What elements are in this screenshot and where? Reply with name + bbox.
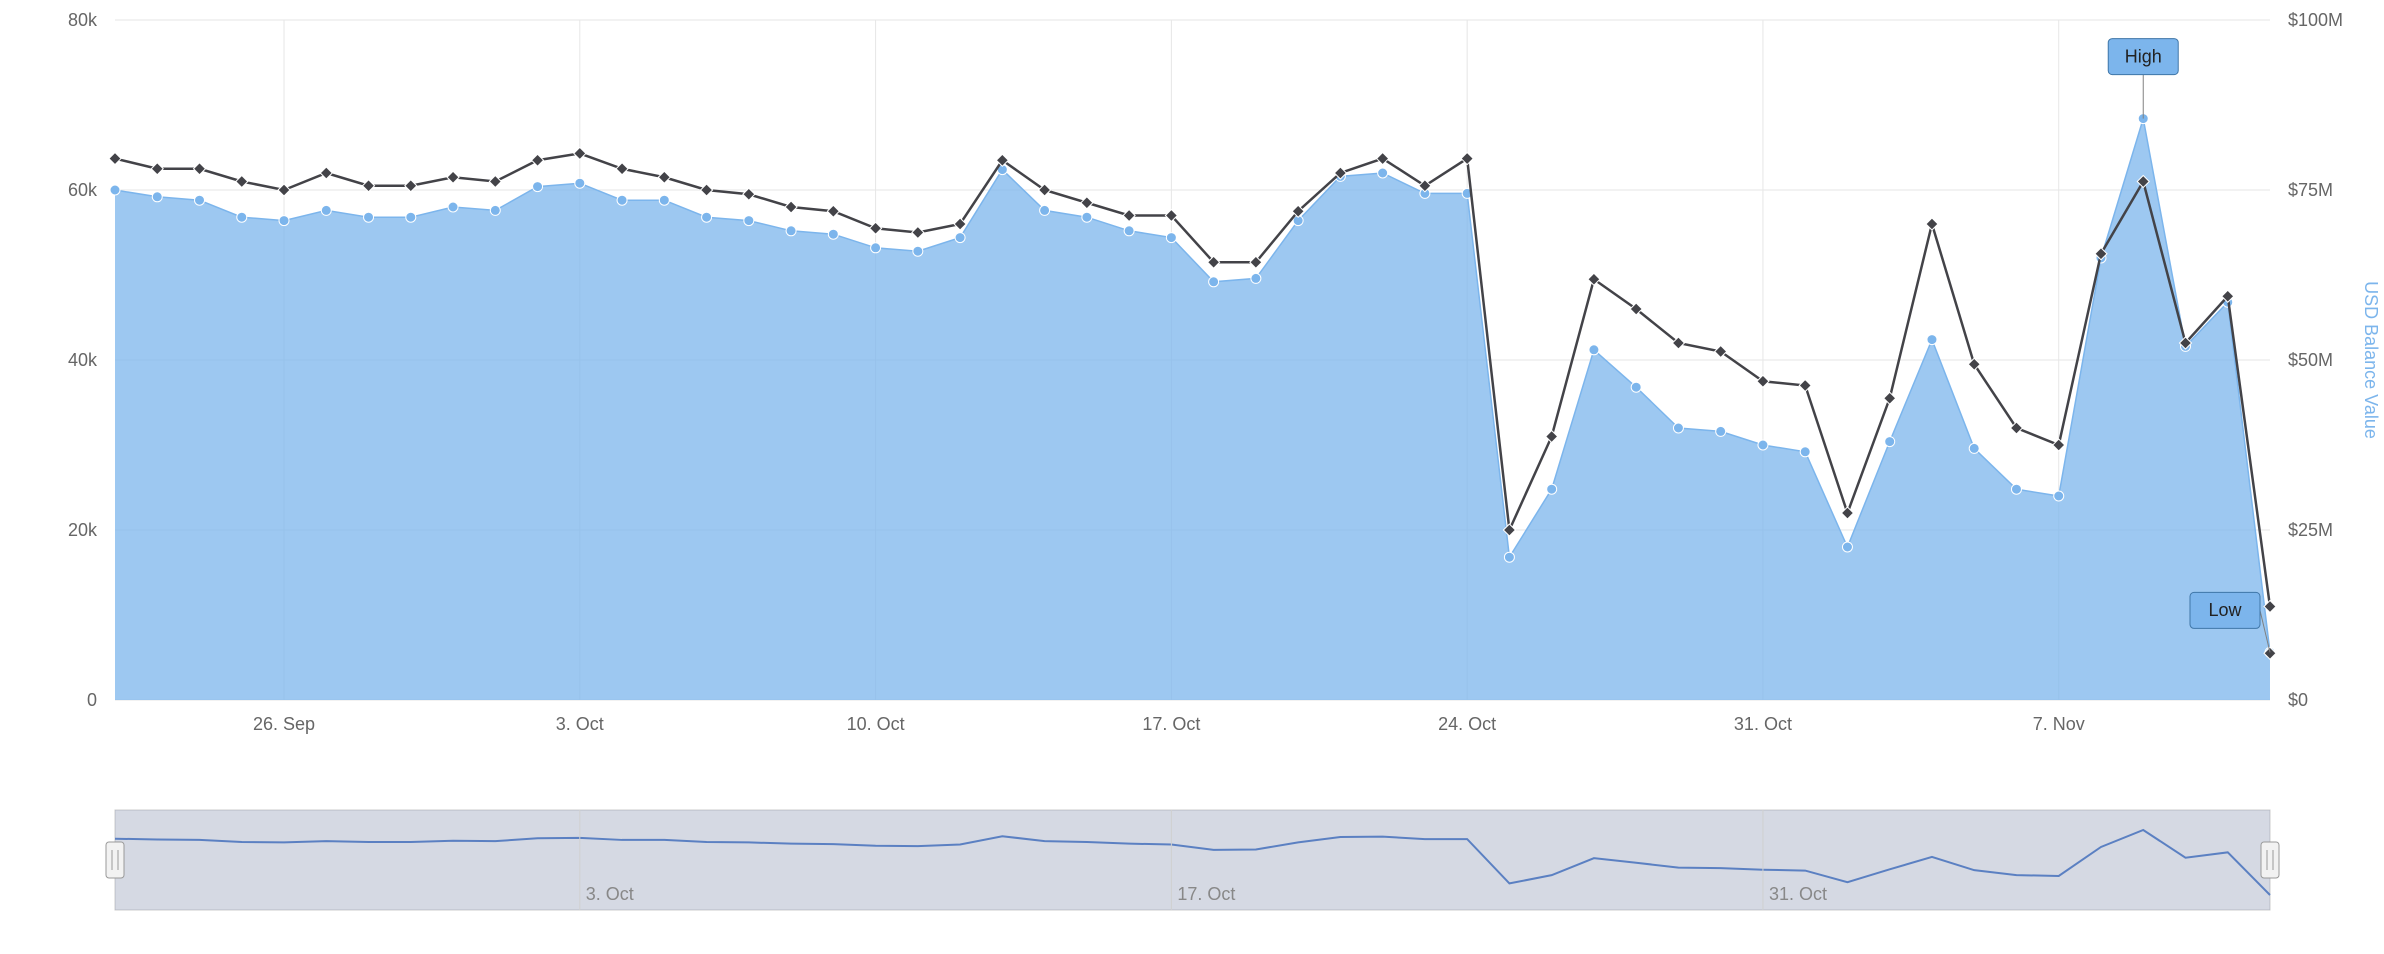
usd-balance-marker xyxy=(1378,168,1388,178)
balance-chart: 0 20k 40k 60k 80k $0 $25M $50M $75M $100M 26. Sep 3… xyxy=(0,0,2384,954)
usd-balance-marker xyxy=(955,233,965,243)
count-marker xyxy=(151,163,163,175)
y-left-tick-label: 60k xyxy=(68,180,98,200)
y-left-tick-label: 20k xyxy=(68,520,98,540)
count-marker xyxy=(616,163,628,175)
x-tick-label: 7. Nov xyxy=(2033,714,2085,734)
usd-balance-marker xyxy=(2011,484,2021,494)
count-marker xyxy=(236,176,248,188)
usd-balance-marker xyxy=(152,192,162,202)
usd-balance-marker xyxy=(237,212,247,222)
y-right-tick-label: $50M xyxy=(2288,350,2333,370)
x-tick-label: 26. Sep xyxy=(253,714,315,734)
usd-balance-marker xyxy=(1166,233,1176,243)
count-marker xyxy=(785,201,797,213)
usd-balance-marker xyxy=(786,226,796,236)
count-marker xyxy=(912,227,924,239)
usd-balance-marker xyxy=(406,212,416,222)
x-tick-label: 10. Oct xyxy=(847,714,905,734)
y-left-tick-label: 80k xyxy=(68,10,98,30)
usd-balance-marker xyxy=(1589,345,1599,355)
usd-balance-marker xyxy=(1800,447,1810,457)
usd-balance-marker xyxy=(448,202,458,212)
usd-balance-marker xyxy=(490,205,500,215)
count-marker xyxy=(870,222,882,234)
y-right-tick-label: $25M xyxy=(2288,520,2333,540)
y-left-tick-label: 0 xyxy=(87,690,97,710)
usd-balance-marker xyxy=(1673,423,1683,433)
usd-balance-marker xyxy=(533,182,543,192)
count-marker xyxy=(1377,153,1389,165)
usd-balance-marker xyxy=(1716,426,1726,436)
usd-balance-marker xyxy=(279,216,289,226)
count-marker xyxy=(827,205,839,217)
y-right-tick-label: $100M xyxy=(2288,10,2343,30)
count-marker xyxy=(320,167,332,179)
flag-low-label: Low xyxy=(2208,600,2242,620)
count-marker xyxy=(1926,218,1938,230)
usd-balance-marker xyxy=(1547,484,1557,494)
usd-balance-marker xyxy=(1885,437,1895,447)
usd-balance-marker xyxy=(1969,443,1979,453)
count-marker xyxy=(574,147,586,159)
navigator-x-label: 31. Oct xyxy=(1769,884,1827,904)
flag-high-label: High xyxy=(2125,46,2162,66)
count-marker xyxy=(1081,197,1093,209)
count-marker xyxy=(278,184,290,196)
x-tick-label: 24. Oct xyxy=(1438,714,1496,734)
usd-balance-marker xyxy=(617,195,627,205)
usd-balance-marker xyxy=(2054,491,2064,501)
navigator-handle[interactable] xyxy=(106,842,124,878)
count-marker xyxy=(1546,431,1558,443)
y-right-tick-label: $0 xyxy=(2288,690,2308,710)
navigator-x-label: 17. Oct xyxy=(1177,884,1235,904)
count-marker xyxy=(1461,153,1473,165)
usd-balance-marker xyxy=(1082,212,1092,222)
count-marker xyxy=(1884,392,1896,404)
usd-balance-marker xyxy=(195,195,205,205)
usd-balance-marker xyxy=(575,178,585,188)
count-marker xyxy=(658,171,670,183)
x-tick-label: 3. Oct xyxy=(556,714,604,734)
count-marker xyxy=(447,171,459,183)
count-marker xyxy=(2053,439,2065,451)
usd-balance-marker xyxy=(1631,382,1641,392)
usd-balance-marker xyxy=(702,212,712,222)
usd-balance-marker xyxy=(1842,542,1852,552)
usd-balance-marker xyxy=(871,243,881,253)
y-left-tick-label: 40k xyxy=(68,350,98,370)
usd-balance-marker xyxy=(110,185,120,195)
count-marker xyxy=(109,153,121,165)
usd-balance-marker xyxy=(1209,277,1219,287)
count-marker xyxy=(1841,507,1853,519)
usd-balance-marker xyxy=(1040,205,1050,215)
navigator-x-label: 3. Oct xyxy=(586,884,634,904)
usd-balance-marker xyxy=(1504,552,1514,562)
usd-balance-marker xyxy=(913,246,923,256)
usd-balance-marker xyxy=(659,195,669,205)
count-marker xyxy=(1123,210,1135,222)
count-marker xyxy=(194,163,206,175)
count-marker xyxy=(489,176,501,188)
usd-balance-marker xyxy=(1927,335,1937,345)
usd-balance-marker xyxy=(828,229,838,239)
count-marker xyxy=(532,154,544,166)
y-right-axis-title: USD Balance Value xyxy=(2361,281,2381,439)
count-marker xyxy=(701,184,713,196)
y-right-tick-label: $75M xyxy=(2288,180,2333,200)
navigator-handle[interactable] xyxy=(2261,842,2279,878)
usd-balance-marker xyxy=(1124,226,1134,236)
x-tick-label: 17. Oct xyxy=(1142,714,1200,734)
usd-balance-marker xyxy=(1758,440,1768,450)
usd-balance-marker xyxy=(321,205,331,215)
usd-balance-marker xyxy=(364,212,374,222)
count-marker xyxy=(1799,380,1811,392)
usd-balance-marker xyxy=(744,216,754,226)
usd-balance-marker xyxy=(1251,273,1261,283)
count-marker xyxy=(2264,601,2276,613)
x-tick-label: 31. Oct xyxy=(1734,714,1792,734)
usd-balance-area xyxy=(115,119,2270,700)
